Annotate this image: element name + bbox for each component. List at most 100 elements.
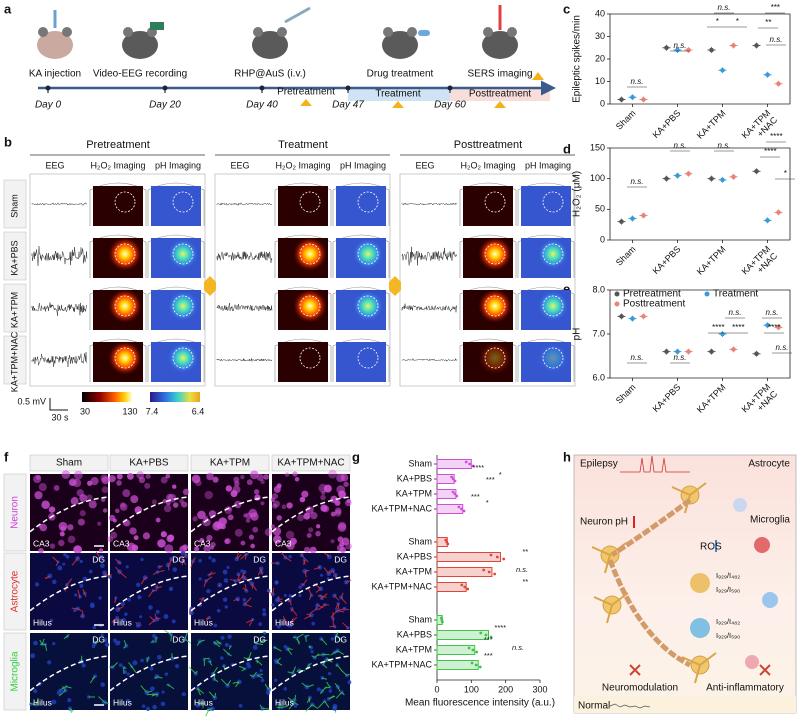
head-outline	[274, 286, 332, 330]
process	[332, 612, 334, 626]
replicate	[489, 553, 493, 557]
cell	[112, 518, 117, 523]
nucleus	[92, 625, 97, 630]
process	[104, 572, 112, 578]
cell	[181, 501, 188, 508]
y-tick-label: 40	[595, 8, 605, 18]
normal-trace	[609, 703, 651, 709]
process	[317, 654, 330, 656]
mouse-icon	[252, 31, 288, 59]
cell	[303, 512, 311, 520]
nucleus	[327, 672, 332, 676]
y-tick-label: 7.0	[592, 328, 605, 338]
x-tick-label: KA+TPM	[695, 244, 728, 277]
y-tick-label: 10	[595, 76, 605, 86]
scale-voltage: 0.5 mV	[17, 396, 46, 406]
significance: ****	[770, 132, 783, 141]
nucleus	[246, 661, 251, 666]
cell	[320, 494, 326, 501]
panel-letter: h	[563, 449, 571, 464]
nucleus	[127, 597, 131, 602]
layer-boundary	[109, 575, 189, 612]
nucleus	[224, 642, 229, 647]
process	[260, 639, 268, 644]
significance: n.s.	[674, 141, 687, 150]
process	[171, 653, 173, 659]
y-tick-label: Sham	[408, 458, 432, 468]
panel-letter: d	[563, 141, 571, 156]
cell	[234, 500, 242, 509]
nucleus	[89, 603, 95, 609]
replicate	[460, 507, 463, 511]
cell	[98, 548, 104, 553]
cell	[194, 546, 200, 552]
column-title: Sham	[56, 458, 82, 469]
colorbar-min: 7.4	[146, 406, 159, 416]
y-tick-label: 100	[590, 173, 605, 183]
head-outline	[147, 338, 205, 382]
section-frame	[214, 173, 391, 387]
mouse-ear	[253, 27, 263, 37]
x-tick-label: KA+TPM+NAC	[740, 382, 780, 422]
ph-spot	[538, 291, 568, 321]
event-label: Video-EEG recording	[93, 69, 187, 80]
x-tick-label: KA+PBS	[651, 244, 683, 276]
roi	[542, 347, 564, 369]
sers-triangle	[532, 72, 544, 80]
process	[308, 588, 312, 600]
cell	[162, 498, 168, 504]
process	[150, 640, 154, 644]
process	[44, 575, 51, 580]
process	[140, 576, 148, 585]
head-outline	[517, 286, 575, 330]
replicate	[441, 620, 444, 624]
nucleus	[311, 621, 316, 626]
cell	[234, 480, 240, 487]
replicate	[495, 555, 499, 559]
cell	[286, 502, 293, 509]
process	[69, 708, 74, 713]
significance: n.s.	[631, 77, 644, 86]
layer-boundary	[109, 496, 189, 533]
day-label: Day 47	[332, 100, 364, 111]
process	[148, 590, 158, 598]
h2o2-spot	[293, 289, 327, 323]
dot	[619, 314, 624, 319]
significance: **	[522, 577, 529, 586]
nucleus	[332, 705, 338, 711]
panel-letter: f	[4, 449, 9, 464]
process	[98, 696, 109, 705]
significance: *	[499, 470, 503, 479]
process	[341, 670, 351, 676]
section-title: Posttreatment	[454, 139, 522, 151]
dot	[664, 176, 669, 181]
ph-spot	[168, 343, 198, 373]
schematic-label: I₉₂₉/I₄₈₂	[716, 617, 740, 626]
process	[280, 551, 292, 562]
y-tick-label: 0	[600, 98, 605, 108]
legend-label: Pretreatment	[623, 289, 681, 300]
replicate	[487, 570, 491, 574]
y-axis-label: H₂O₂ (μM)	[572, 171, 583, 217]
x-tick-label: KA+TPM	[695, 108, 728, 141]
y-tick-label: 50	[595, 204, 605, 214]
roi	[172, 347, 194, 369]
head-outline	[274, 234, 332, 278]
nucleus	[195, 703, 200, 708]
cell	[68, 479, 76, 486]
cell	[310, 512, 318, 520]
process	[317, 595, 327, 598]
dot	[630, 216, 635, 221]
ph-spot	[538, 239, 568, 269]
process	[154, 676, 163, 680]
process	[305, 704, 319, 712]
dot	[619, 97, 624, 102]
replicate	[489, 635, 493, 639]
process	[223, 648, 232, 657]
nucleus	[271, 603, 275, 607]
process	[289, 616, 298, 624]
row-label: Sham	[9, 194, 19, 218]
cell	[245, 518, 251, 523]
x-tick-label: Sham	[614, 244, 638, 268]
